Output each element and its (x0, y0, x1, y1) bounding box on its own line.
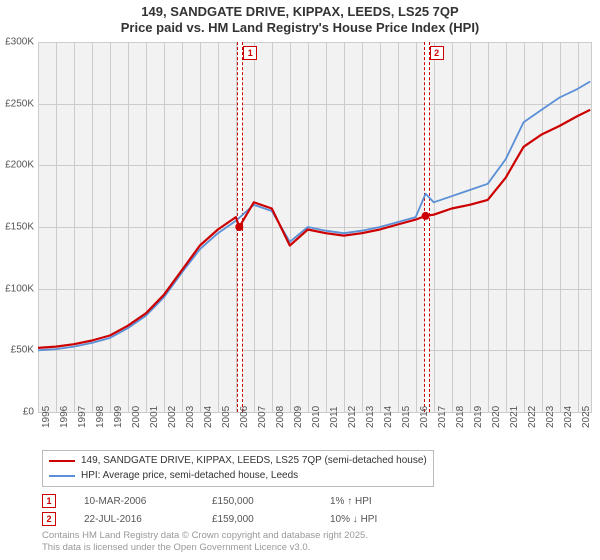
x-axis-label: 2004 (203, 406, 214, 428)
title-line-2: Price paid vs. HM Land Registry's House … (0, 20, 600, 36)
x-axis-label: 1999 (113, 406, 124, 428)
sales-row: 1 10-MAR-2006 £150,000 1% ↑ HPI (42, 492, 377, 510)
sale-number-badge: 1 (42, 494, 56, 508)
x-axis-label: 2002 (167, 406, 178, 428)
y-axis-label: £100K (5, 283, 34, 294)
x-axis-label: 2007 (257, 406, 268, 428)
sale-date: 22-JUL-2016 (84, 514, 184, 525)
legend-swatch (49, 460, 75, 462)
x-axis-label: 1998 (95, 406, 106, 428)
legend-row: 149, SANDGATE DRIVE, KIPPAX, LEEDS, LS25… (49, 454, 427, 469)
sales-table: 1 10-MAR-2006 £150,000 1% ↑ HPI 2 22-JUL-2016… (42, 492, 377, 528)
x-axis-label: 2005 (221, 406, 232, 428)
sale-marker-dot (422, 212, 430, 220)
series-hpi (38, 82, 590, 351)
y-axis-label: £50K (11, 345, 34, 356)
title-block: 149, SANDGATE DRIVE, KIPPAX, LEEDS, LS25… (0, 0, 600, 37)
x-axis-label: 2014 (383, 406, 394, 428)
x-axis-label: 2024 (563, 406, 574, 428)
sale-date: 10-MAR-2006 (84, 496, 184, 507)
chart-svg (38, 42, 592, 412)
x-axis-label: 2006 (239, 406, 250, 428)
x-axis-label: 2012 (347, 406, 358, 428)
x-axis-label: 2013 (365, 406, 376, 428)
x-axis-label: 1996 (59, 406, 70, 428)
chart-area: 12 £0£50K£100K£150K£200K£250K£300K199519… (38, 42, 592, 412)
x-axis-label: 2017 (437, 406, 448, 428)
footer-line-1: Contains HM Land Registry data © Crown c… (42, 530, 368, 542)
x-axis-label: 2016 (419, 406, 430, 428)
sale-delta: 1% ↑ HPI (330, 496, 372, 507)
x-axis-label: 2020 (491, 406, 502, 428)
y-axis-label: £150K (5, 222, 34, 233)
x-axis-label: 2015 (401, 406, 412, 428)
x-axis-label: 1995 (41, 406, 52, 428)
sales-row: 2 22-JUL-2016 £159,000 10% ↓ HPI (42, 510, 377, 528)
sale-marker-dot (235, 223, 243, 231)
title-line-1: 149, SANDGATE DRIVE, KIPPAX, LEEDS, LS25… (0, 4, 600, 20)
legend-label: HPI: Average price, semi-detached house,… (81, 469, 298, 484)
x-axis-label: 2000 (131, 406, 142, 428)
x-axis-label: 2019 (473, 406, 484, 428)
legend-swatch (49, 475, 75, 477)
x-axis-label: 2021 (509, 406, 520, 428)
chart-container: 149, SANDGATE DRIVE, KIPPAX, LEEDS, LS25… (0, 0, 600, 560)
legend-label: 149, SANDGATE DRIVE, KIPPAX, LEEDS, LS25… (81, 454, 427, 469)
sale-delta: 10% ↓ HPI (330, 514, 377, 525)
legend-row: HPI: Average price, semi-detached house,… (49, 469, 427, 484)
y-axis-label: £250K (5, 98, 34, 109)
x-axis-label: 2010 (311, 406, 322, 428)
sale-price: £150,000 (212, 496, 302, 507)
x-axis-label: 2022 (527, 406, 538, 428)
x-axis-label: 2009 (293, 406, 304, 428)
x-axis-label: 2001 (149, 406, 160, 428)
footer-note: Contains HM Land Registry data © Crown c… (42, 530, 368, 554)
y-axis-label: £300K (5, 37, 34, 48)
y-axis-label: £0 (23, 407, 34, 418)
sale-number-badge: 2 (42, 512, 56, 526)
footer-line-2: This data is licensed under the Open Gov… (42, 542, 368, 554)
x-axis-label: 2023 (545, 406, 556, 428)
y-axis-label: £200K (5, 160, 34, 171)
x-axis-label: 2025 (581, 406, 592, 428)
x-axis-label: 2011 (329, 406, 340, 428)
x-axis-label: 2003 (185, 406, 196, 428)
sale-price: £159,000 (212, 514, 302, 525)
x-axis-label: 2008 (275, 406, 286, 428)
x-axis-label: 1997 (77, 406, 88, 428)
legend: 149, SANDGATE DRIVE, KIPPAX, LEEDS, LS25… (42, 450, 434, 487)
x-axis-label: 2018 (455, 406, 466, 428)
